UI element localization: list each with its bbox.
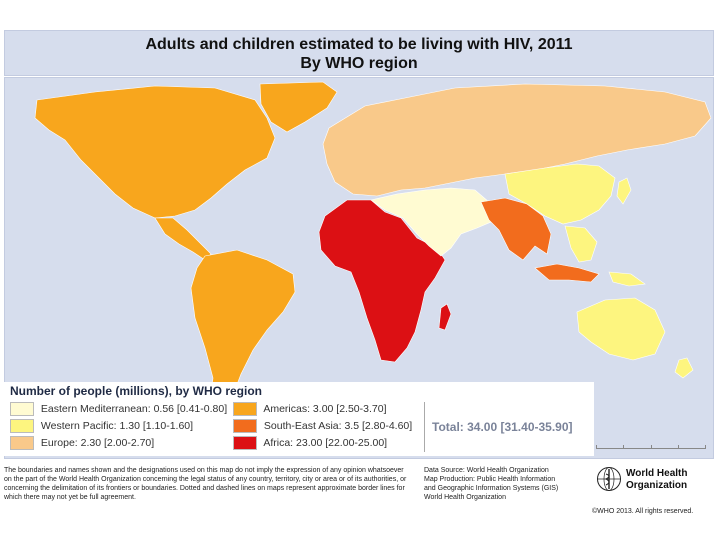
scale-tick xyxy=(705,445,706,449)
scale-tick xyxy=(678,445,679,449)
legend-heading: Number of people (millions), by WHO regi… xyxy=(10,384,263,398)
scale-tick xyxy=(623,445,624,449)
scale-bar xyxy=(596,437,706,449)
legend-item-africa: Africa: 23.00 [22.00-25.00] xyxy=(233,436,388,451)
region-greenland xyxy=(259,81,338,133)
disclaimer-text: The boundaries and names shown and the d… xyxy=(4,467,407,501)
legend-label: South-East Asia: 3.5 [2.80-4.60] xyxy=(263,420,413,432)
source-credits: Data Source: World Health Organization M… xyxy=(424,466,584,502)
legend-label: Africa: 23.00 [22.00-25.00] xyxy=(263,437,388,449)
legend-item-europe: Europe: 2.30 [2.00-2.70] xyxy=(10,436,155,451)
region-americas-north xyxy=(34,85,276,219)
legend-item-south-east-asia: South-East Asia: 3.5 [2.80-4.60] xyxy=(233,419,413,434)
region-madagascar xyxy=(438,303,452,331)
legend-swatch xyxy=(233,402,257,417)
legend-item-eastern-mediterranean: Eastern Mediterranean: 0.56 [0.41-0.80] xyxy=(10,402,228,417)
legend-swatch xyxy=(233,436,257,451)
region-new-zealand xyxy=(674,357,694,379)
map-production-line: World Health Organization xyxy=(424,494,506,501)
legend-swatch xyxy=(10,436,34,451)
legend-swatch xyxy=(10,402,34,417)
region-western-pacific-png xyxy=(608,271,646,287)
legend-label: Western Pacific: 1.30 [1.10-1.60] xyxy=(40,420,194,432)
who-emblem-icon xyxy=(597,467,621,491)
legend-swatch xyxy=(233,419,257,434)
map-production-line: and Geographic Information Systems (GIS) xyxy=(424,485,559,492)
legend-divider xyxy=(424,402,425,452)
region-americas-central xyxy=(154,217,212,261)
map-production-line: Map Production: Public Health Informatio… xyxy=(424,476,556,483)
region-western-pacific-sea xyxy=(564,225,598,263)
world-map-svg xyxy=(34,81,712,433)
legend-label: Americas: 3.00 [2.50-3.70] xyxy=(263,403,387,415)
who-name: World Health Organization xyxy=(626,468,687,492)
copyright-notice: ©WHO 2013. All rights reserved. xyxy=(592,508,694,515)
legend-item-western-pacific: Western Pacific: 1.30 [1.10-1.60] xyxy=(10,419,194,434)
legend-item-americas: Americas: 3.00 [2.50-3.70] xyxy=(233,402,387,417)
legend-label: Eastern Mediterranean: 0.56 [0.41-0.80] xyxy=(40,403,228,415)
who-name-line: World Health xyxy=(626,468,688,479)
total-estimate: Total: 34.00 [31.40-35.90] xyxy=(432,420,573,434)
scale-tick xyxy=(596,445,597,449)
region-africa xyxy=(318,199,446,363)
legend-swatch xyxy=(10,419,34,434)
legend: Number of people (millions), by WHO regi… xyxy=(4,382,594,456)
region-indonesia xyxy=(534,263,600,283)
region-europe xyxy=(322,83,712,197)
legend-label: Europe: 2.30 [2.00-2.70] xyxy=(40,437,155,449)
data-source: Data Source: World Health Organization xyxy=(424,467,549,474)
who-name-line: Organization xyxy=(626,480,688,491)
region-australia xyxy=(576,297,666,361)
scale-tick xyxy=(651,445,652,449)
map-title-bar: Adults and children estimated to be livi… xyxy=(4,30,714,76)
region-south-east-asia xyxy=(480,197,552,261)
map-title: Adults and children estimated to be livi… xyxy=(145,36,573,53)
region-western-pacific-china xyxy=(504,163,616,225)
region-eastern-mediterranean xyxy=(370,187,492,257)
map-subtitle: By WHO region xyxy=(300,55,418,72)
region-western-pacific-japan xyxy=(616,177,632,205)
